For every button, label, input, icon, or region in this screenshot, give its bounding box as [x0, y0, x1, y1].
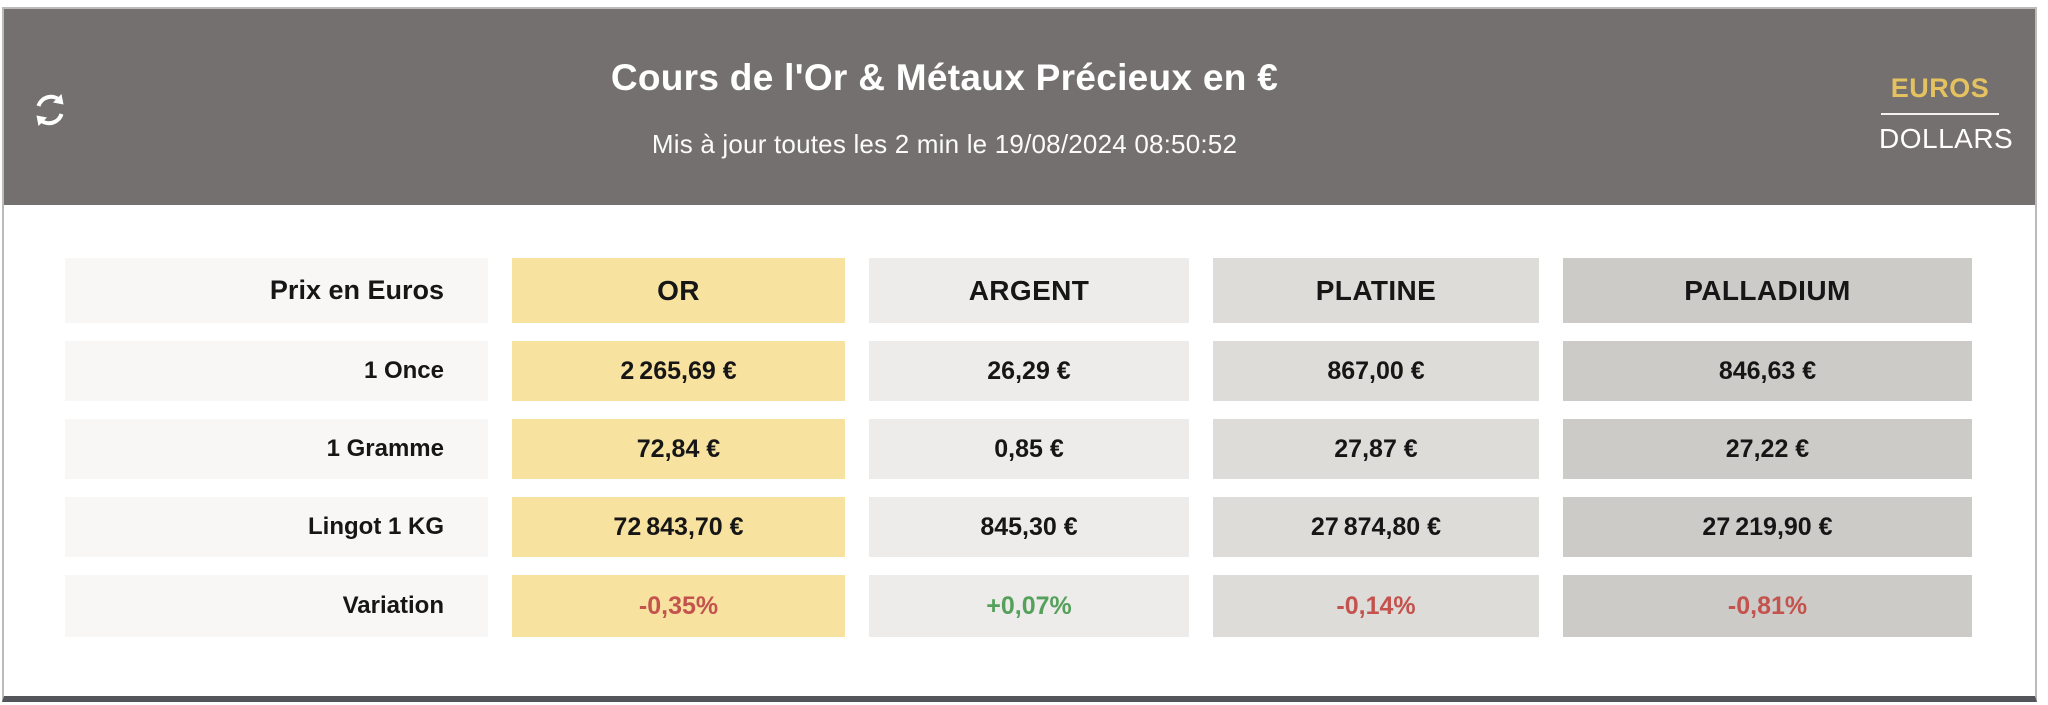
price-widget-card: Cours de l'Or & Métaux Précieux en € Mis… [2, 7, 2037, 702]
column-header-or: OR [512, 258, 845, 323]
variation-argent: +0,07% [869, 575, 1189, 637]
price-lingot-platine: 27 874,80 € [1213, 497, 1539, 557]
row-label-lingot: Lingot 1 KG [65, 497, 488, 557]
column-header-platine: PLATINE [1213, 258, 1539, 323]
row-label-variation: Variation [65, 575, 488, 637]
currency-toggle-divider [1881, 113, 1999, 115]
column-header-argent: ARGENT [869, 258, 1189, 323]
currency-option-euros[interactable]: EUROS [1890, 73, 1990, 103]
currency-option-dollars[interactable]: DOLLARS [1879, 123, 2014, 154]
widget-header: Cours de l'Or & Métaux Précieux en € Mis… [4, 9, 2035, 205]
variation-platine: -0,14% [1213, 575, 1539, 637]
price-lingot-palladium: 27 219,90 € [1563, 497, 1972, 557]
variation-palladium: -0,81% [1563, 575, 1972, 637]
price-once-palladium: 846,63 € [1563, 341, 1972, 401]
refresh-icon [31, 94, 69, 132]
currency-toggle: EUROS DOLLARS [1879, 73, 2014, 155]
price-gramme-or: 72,84 € [512, 419, 845, 479]
table-corner-label: Prix en Euros [65, 258, 488, 323]
row-label-gramme: 1 Gramme [65, 419, 488, 479]
price-once-or: 2 265,69 € [512, 341, 845, 401]
last-updated-text: Mis à jour toutes les 2 min le 19/08/202… [651, 129, 1238, 159]
column-header-palladium: PALLADIUM [1563, 258, 1972, 323]
price-gramme-palladium: 27,22 € [1563, 419, 1972, 479]
refresh-button[interactable] [30, 91, 70, 131]
price-once-argent: 26,29 € [869, 341, 1189, 401]
price-gramme-argent: 0,85 € [869, 419, 1189, 479]
row-label-once: 1 Once [65, 341, 488, 401]
price-lingot-argent: 845,30 € [869, 497, 1189, 557]
variation-or: -0,35% [512, 575, 845, 637]
price-gramme-platine: 27,87 € [1213, 419, 1539, 479]
price-lingot-or: 72 843,70 € [512, 497, 845, 557]
metal-prices-table: Prix en Euros OR ARGENT PLATINE PALLADIU… [65, 258, 1972, 637]
page-title: Cours de l'Or & Métaux Précieux en € [610, 57, 1279, 98]
price-once-platine: 867,00 € [1213, 341, 1539, 401]
